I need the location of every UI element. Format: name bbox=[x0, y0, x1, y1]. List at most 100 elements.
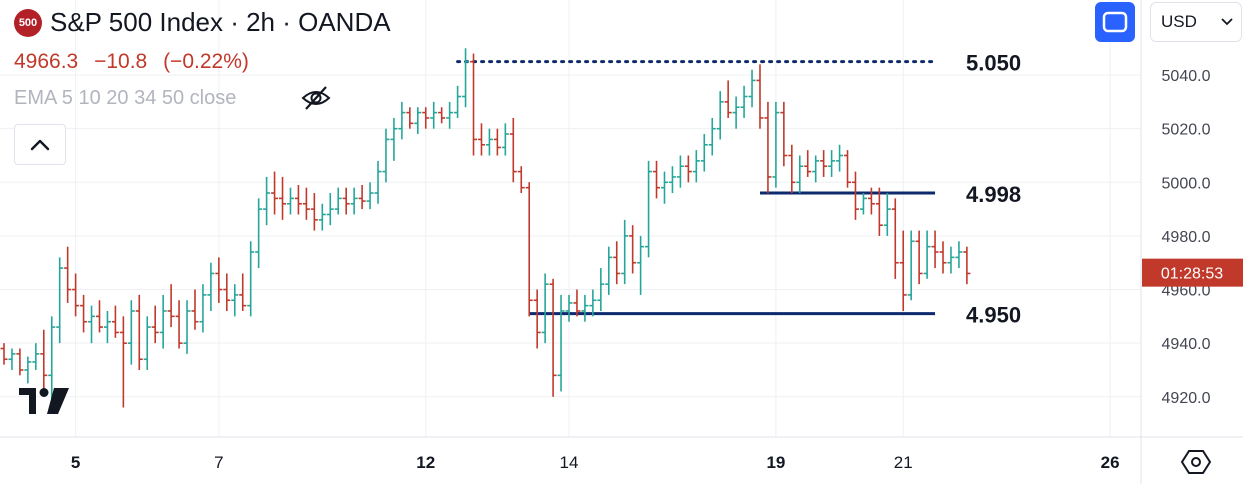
ohlc-bar bbox=[668, 166, 676, 194]
ohlc-bar bbox=[119, 316, 127, 408]
ohlc-bar bbox=[159, 294, 167, 349]
ohlc-bar bbox=[931, 230, 939, 269]
ohlc-bar bbox=[820, 150, 828, 177]
ohlc-bar bbox=[509, 117, 517, 183]
ohlc-bar bbox=[939, 241, 947, 274]
ohlc-bar bbox=[772, 101, 780, 188]
ohlc-bar bbox=[947, 246, 955, 274]
currency-select[interactable]: USD bbox=[1150, 2, 1242, 42]
ohlc-bar bbox=[32, 343, 40, 370]
ohlc-bar bbox=[326, 193, 334, 226]
ohlc-bar bbox=[485, 128, 493, 156]
grid-lines bbox=[0, 0, 1141, 437]
price-change-percent: (−0.22%) bbox=[163, 50, 249, 73]
tradingview-logo[interactable] bbox=[18, 386, 70, 416]
ohlc-bar bbox=[446, 101, 454, 129]
ohlc-bar bbox=[422, 107, 430, 129]
ohlc-bar bbox=[780, 101, 788, 167]
ohlc-bar bbox=[923, 230, 931, 279]
ohlc-bar bbox=[462, 48, 470, 108]
price-tick-label: 5020.0 bbox=[1162, 122, 1211, 139]
time-tick-label: 14 bbox=[560, 453, 579, 472]
ohlc-bar bbox=[80, 294, 88, 333]
ohlc-bar bbox=[836, 144, 844, 172]
symbol-title[interactable]: S&P 500 Index · 2h · OANDA bbox=[50, 7, 391, 37]
ohlc-bar bbox=[875, 187, 883, 236]
ohlc-bar bbox=[724, 80, 732, 118]
ohlc-bar bbox=[581, 294, 589, 322]
level-labels: 5.050 4.998 4.950 bbox=[966, 51, 1021, 328]
ohlc-bar bbox=[851, 171, 859, 220]
ohlc-bar bbox=[692, 150, 700, 183]
ohlc-bar bbox=[589, 289, 597, 317]
ohlc-bar bbox=[859, 193, 867, 215]
ohlc-bar bbox=[565, 294, 573, 322]
price-tick-label: 4980.0 bbox=[1162, 229, 1211, 246]
ohlc-bar bbox=[613, 241, 621, 285]
ohlc-bar bbox=[135, 294, 143, 370]
ohlc-bar bbox=[828, 150, 836, 177]
time-tick-label: 19 bbox=[766, 453, 785, 472]
ohlc-bar bbox=[350, 187, 358, 215]
level-label: 4.998 bbox=[966, 182, 1021, 207]
ohlc-bar bbox=[788, 144, 796, 194]
level-label: 5.050 bbox=[966, 51, 1021, 76]
price-tick-label: 4940.0 bbox=[1162, 336, 1211, 353]
settings-hexagon-icon[interactable] bbox=[1180, 447, 1212, 477]
fullscreen-button[interactable] bbox=[1095, 2, 1135, 42]
ohlc-bar bbox=[653, 160, 661, 199]
currency-label: USD bbox=[1161, 12, 1197, 31]
ohlc-bar bbox=[438, 107, 446, 124]
ohlc-bar bbox=[891, 198, 899, 279]
collapse-legend-button[interactable] bbox=[14, 124, 66, 165]
ohlc-bar bbox=[597, 268, 605, 311]
ohlc-bar bbox=[533, 289, 541, 349]
ohlc-bar bbox=[72, 273, 80, 317]
ohlc-bar bbox=[271, 171, 279, 215]
ohlc-bars bbox=[0, 48, 971, 408]
ohlc-bar bbox=[764, 101, 772, 194]
ohlc-bar bbox=[239, 273, 247, 311]
ohlc-bar bbox=[56, 257, 64, 344]
ohlc-bar bbox=[660, 171, 668, 204]
ohlc-bar bbox=[454, 85, 462, 118]
ohlc-bar bbox=[573, 289, 581, 317]
ohlc-bar bbox=[358, 184, 366, 210]
ohlc-bar bbox=[955, 241, 963, 269]
ohlc-bar bbox=[334, 187, 342, 215]
ohlc-bar bbox=[963, 246, 971, 285]
price-axis[interactable]: 5040.0 5020.0 5000.0 4980.0 4960.0 4940.0 4920… bbox=[1162, 68, 1211, 407]
ohlc-bar bbox=[740, 85, 748, 118]
ohlc-bar bbox=[64, 246, 72, 303]
ohlc-bar bbox=[24, 356, 32, 384]
symbol-logo[interactable]: 500 bbox=[14, 9, 42, 37]
price-tick-label: 5000.0 bbox=[1162, 175, 1211, 192]
ohlc-bar bbox=[48, 316, 56, 403]
time-axis[interactable]: 5 7 12 14 19 21 26 bbox=[71, 453, 1120, 472]
ohlc-bar bbox=[549, 278, 557, 397]
ohlc-bar bbox=[207, 262, 215, 311]
ohlc-bar bbox=[95, 300, 103, 333]
ohlc-bar bbox=[111, 305, 119, 338]
ohlc-bar bbox=[470, 53, 478, 156]
ohlc-bar bbox=[151, 305, 159, 344]
ohlc-bar bbox=[374, 160, 382, 204]
eye-slash-icon[interactable] bbox=[300, 84, 332, 112]
ohlc-bar bbox=[390, 117, 398, 161]
ohlc-bar bbox=[310, 193, 318, 231]
ohlc-bar bbox=[366, 182, 374, 210]
ohlc-bar bbox=[493, 128, 501, 156]
ohlc-bar bbox=[215, 257, 223, 303]
indicator-legend[interactable]: EMA 5 10 20 34 50 close bbox=[14, 87, 237, 109]
ohlc-bar bbox=[477, 123, 485, 156]
price-tick-label: 5040.0 bbox=[1162, 68, 1211, 85]
ohlc-bar bbox=[294, 184, 302, 215]
ohlc-bar bbox=[191, 289, 199, 330]
chevron-up-icon bbox=[30, 139, 50, 150]
ohlc-bar bbox=[676, 155, 684, 188]
ohlc-bar bbox=[430, 101, 438, 129]
ohlc-bar bbox=[637, 235, 645, 295]
price-tick-label: 4960.0 bbox=[1162, 283, 1211, 300]
ohlc-bar bbox=[796, 155, 804, 194]
